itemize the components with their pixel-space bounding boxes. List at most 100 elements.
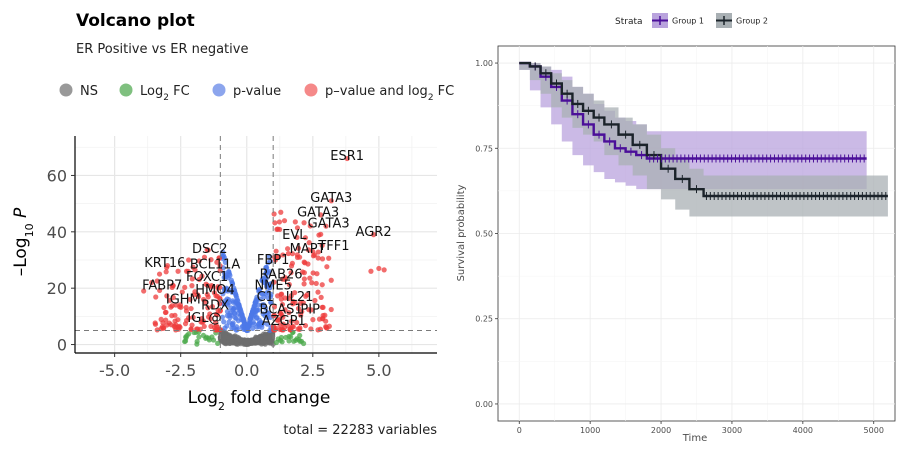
data-point	[170, 294, 176, 301]
data-point	[313, 280, 319, 287]
data-point	[320, 304, 326, 310]
data-point	[159, 324, 166, 330]
data-point	[172, 318, 178, 324]
gene-label: KRT16	[144, 256, 185, 271]
gene-label: GATA3	[297, 205, 339, 220]
data-point	[312, 297, 318, 304]
data-point	[233, 315, 239, 322]
data-point	[185, 268, 191, 274]
data-point	[309, 280, 315, 286]
gene-label: DSC2	[192, 242, 228, 257]
data-point	[217, 268, 223, 274]
volcano-legend: NS Log2 FC p-value p–value and log2 FC	[59, 83, 454, 103]
data-point	[162, 309, 169, 316]
data-point	[266, 253, 273, 260]
data-point	[306, 240, 312, 246]
data-point	[199, 273, 205, 279]
data-point	[222, 288, 228, 294]
data-point	[324, 264, 330, 270]
data-point	[273, 339, 280, 346]
data-point	[315, 255, 321, 261]
data-point	[236, 337, 243, 343]
data-point	[288, 270, 294, 276]
data-point	[308, 307, 314, 313]
data-point	[260, 302, 267, 308]
legend-key	[304, 83, 318, 97]
data-point	[186, 257, 192, 263]
data-point	[305, 247, 312, 253]
survival-curve	[519, 61, 888, 198]
data-point	[190, 314, 196, 321]
data-point	[170, 282, 176, 288]
data-point	[178, 304, 184, 310]
data-point	[381, 267, 387, 273]
data-point	[310, 248, 316, 255]
x-tick-label: -2.5	[165, 361, 196, 380]
data-point	[224, 313, 230, 319]
data-point	[199, 316, 205, 322]
data-point	[301, 281, 307, 287]
data-point	[164, 293, 170, 299]
data-point	[169, 303, 175, 309]
data-point	[275, 254, 282, 260]
data-point	[245, 338, 251, 344]
gene-label: NME5	[254, 279, 291, 294]
data-point	[224, 323, 230, 329]
data-point	[288, 334, 294, 340]
data-point	[328, 198, 334, 204]
data-point	[249, 311, 255, 318]
data-point	[256, 287, 262, 293]
data-point	[195, 293, 202, 300]
data-point	[315, 289, 321, 295]
data-point	[344, 155, 350, 162]
legend-label: p–value and log2 FC	[325, 84, 454, 103]
legend-label: Log2 FC	[140, 84, 190, 103]
data-point	[221, 301, 227, 307]
x-tick-label: 5.0	[366, 361, 391, 380]
gene-label: IGHM	[166, 293, 201, 308]
data-point	[182, 284, 188, 290]
data-point	[201, 254, 208, 260]
gene-label: GATA3	[310, 191, 352, 206]
data-point	[272, 327, 278, 333]
data-point	[250, 325, 256, 331]
data-point	[206, 337, 212, 343]
data-point	[301, 220, 307, 226]
data-point	[260, 320, 266, 327]
data-point	[163, 317, 169, 323]
data-point	[211, 324, 218, 331]
data-point	[153, 294, 159, 300]
gene-label: FABP7	[142, 279, 182, 294]
data-point	[157, 287, 163, 294]
data-point	[252, 336, 258, 342]
gene-label: MAPT	[290, 242, 326, 257]
data-point	[285, 250, 291, 257]
gene-label: BCL11A	[190, 257, 241, 272]
data-point	[215, 284, 221, 290]
data-point	[164, 263, 171, 269]
data-point	[323, 318, 329, 324]
data-point	[231, 325, 237, 331]
data-point	[262, 313, 268, 319]
gene-label: PIP	[300, 303, 320, 318]
data-point	[189, 283, 195, 289]
data-point	[263, 275, 270, 282]
data-point	[182, 321, 189, 327]
data-point	[229, 289, 235, 295]
data-point	[241, 317, 247, 324]
gene-label: FBP1	[257, 253, 290, 268]
data-point	[323, 324, 329, 330]
data-point	[209, 283, 215, 289]
data-point	[192, 289, 198, 295]
data-point	[315, 327, 321, 333]
data-point	[290, 324, 296, 330]
legend-key	[212, 83, 226, 97]
y-tick-label: 0	[57, 336, 67, 355]
volcano-x-axis-title: Log2 fold change	[188, 388, 331, 413]
legend-title: Strata	[615, 17, 643, 27]
data-point	[280, 252, 286, 258]
data-point	[188, 305, 194, 312]
data-point	[307, 223, 313, 229]
data-point	[316, 316, 323, 322]
survival-x-axis-title: Time	[682, 433, 707, 444]
